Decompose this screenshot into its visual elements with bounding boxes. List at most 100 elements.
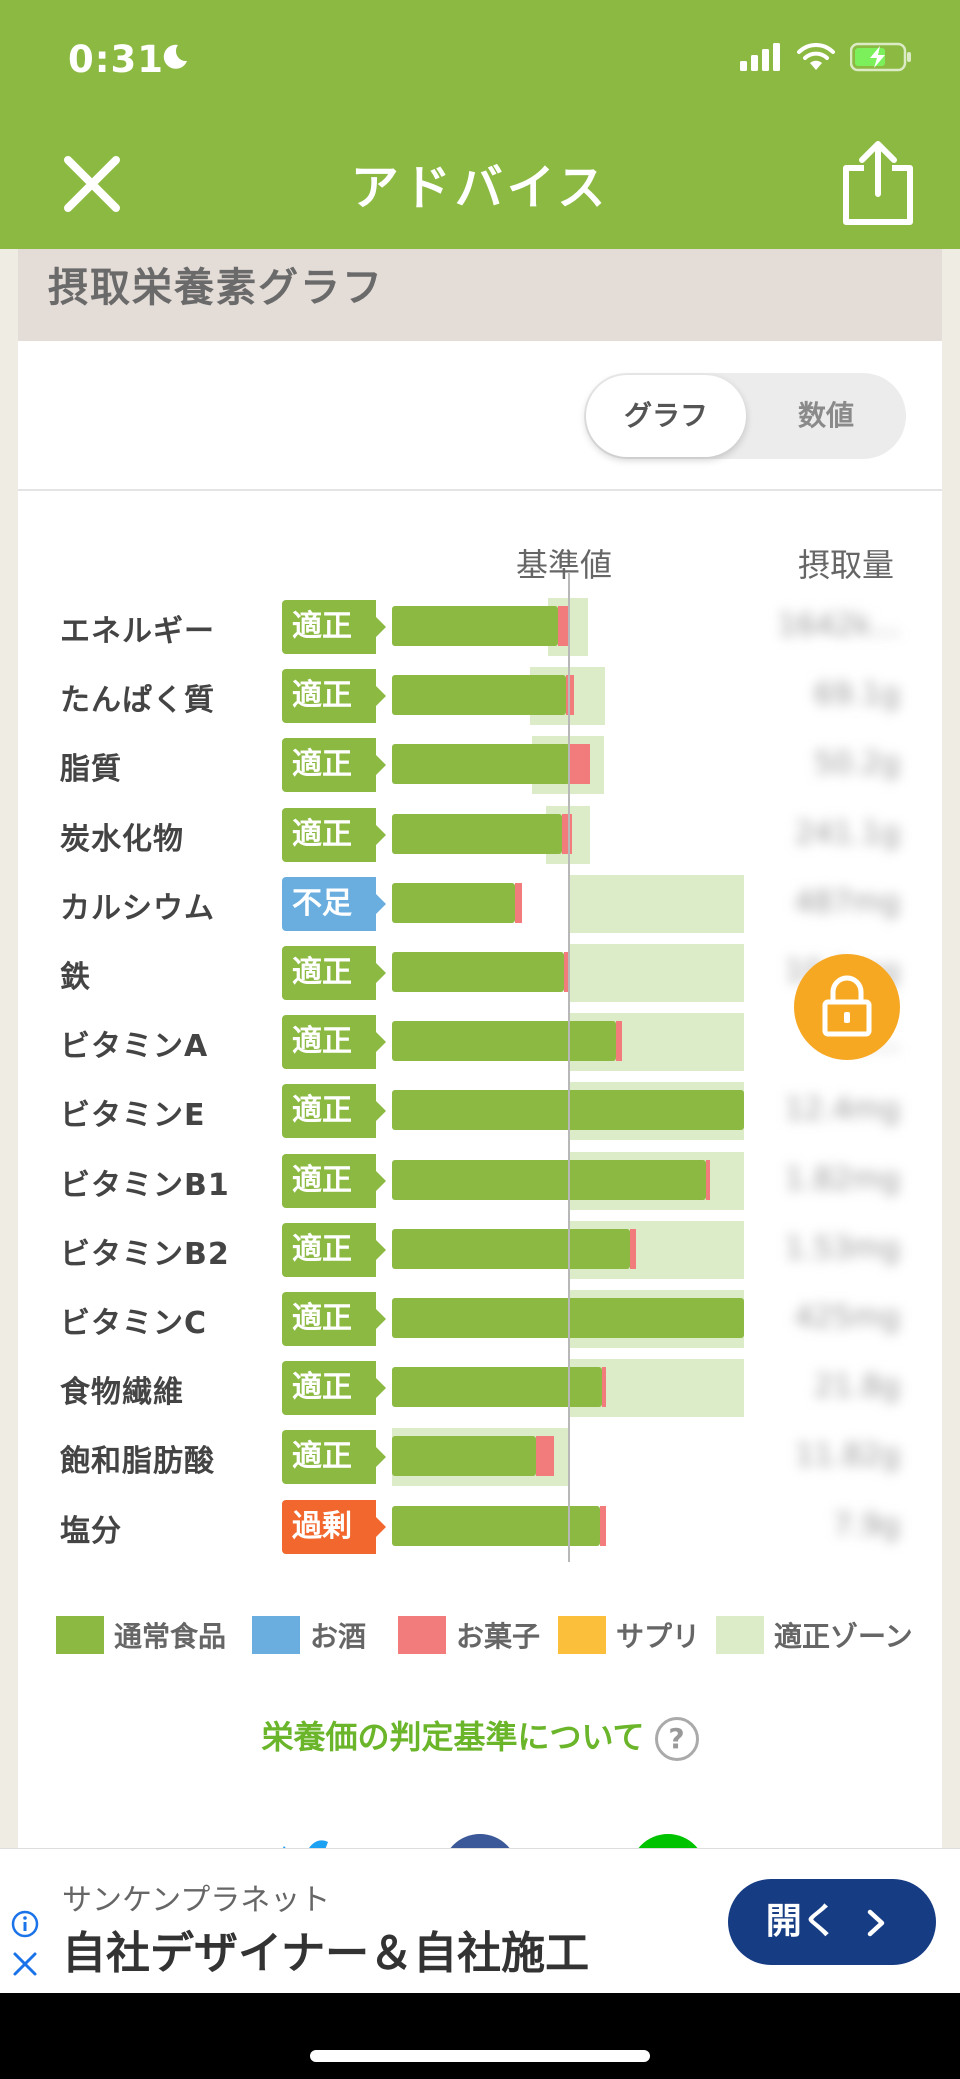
legend-label: 通常食品: [114, 1620, 227, 1653]
legend-label: お菓子: [456, 1620, 541, 1653]
ad-open-label: 開く: [765, 1901, 838, 1942]
snack-bar: [564, 952, 568, 992]
nutrient-name: ビタミンE: [60, 1098, 206, 1134]
intake-bar: [392, 1159, 706, 1200]
intake-value: 487mg: [794, 884, 900, 920]
nutrient-name: ビタミンA: [60, 1029, 209, 1065]
nutrient-card: 摂取栄養素グラフ グラフ 数値: [18, 249, 942, 1849]
intake-bar: [392, 675, 566, 716]
legend-swatch: [398, 1616, 446, 1654]
info-icon[interactable]: [10, 1909, 40, 1939]
nutrient-name: 脂質: [60, 752, 122, 788]
reference-line: [568, 572, 570, 1562]
intake-value: 12.4mg: [784, 1092, 900, 1128]
legend-label: お酒: [310, 1620, 367, 1653]
status-badge: 適正: [282, 1222, 386, 1277]
legend-swatch: [56, 1616, 104, 1654]
status-badge: 適正: [282, 669, 386, 724]
legend-item: 通常食品: [56, 1615, 226, 1655]
intake-bar: [392, 1021, 616, 1062]
lock-button[interactable]: [794, 954, 900, 1060]
nutrient-name: 塩分: [60, 1513, 122, 1549]
intake-value: 11.82g: [795, 1438, 900, 1474]
ad-close-icon[interactable]: [10, 1949, 40, 1979]
criteria-link[interactable]: 栄養価の判定基準について?: [0, 1712, 960, 1761]
nutrient-name: 炭水化物: [60, 821, 184, 857]
status-icons: [740, 42, 912, 72]
section-title: 摂取栄養素グラフ: [48, 265, 384, 311]
intake-value: 241.1g: [795, 815, 900, 851]
ad-title: 自社デザイナー＆自社施工: [62, 1928, 590, 1979]
optimal-zone: [570, 874, 744, 933]
chevron-right-icon: [868, 1909, 885, 1937]
intake-value: 7.9g: [833, 1507, 900, 1543]
intake-value: 50.2g: [814, 746, 900, 782]
toggle-graph[interactable]: グラフ: [586, 375, 746, 457]
intake-bar: [392, 1436, 536, 1477]
legend-swatch: [558, 1616, 606, 1654]
nutrient-name: 食物繊維: [60, 1375, 184, 1411]
battery-charging-icon: [850, 42, 911, 72]
snack-bar: [558, 606, 568, 646]
ad-sponsor: サンケンプラネット: [62, 1883, 331, 1918]
signal-icon: [740, 43, 780, 71]
legend-label: サプリ: [616, 1620, 701, 1653]
bottom-bar: [0, 1993, 960, 2079]
close-icon[interactable]: [60, 152, 124, 216]
legend-swatch: [716, 1616, 764, 1654]
status-badge: 適正: [282, 1361, 386, 1416]
snack-bar: [600, 1505, 606, 1546]
share-icon[interactable]: [840, 138, 916, 228]
home-indicator[interactable]: [310, 2050, 650, 2062]
intake-value: 1.53mg: [784, 1230, 900, 1266]
status-badge: 適正: [282, 600, 386, 654]
nutrient-name: ビタミンB1: [60, 1167, 230, 1203]
status-badge: 適正: [282, 807, 386, 862]
legend-swatch: [252, 1616, 300, 1654]
nutrient-name: たんぱく質: [60, 683, 215, 719]
help-icon: ?: [654, 1717, 699, 1761]
intake-value: 1642k...: [777, 608, 900, 643]
status-badge: 過剰: [282, 1499, 386, 1554]
status-badge: 適正: [282, 738, 386, 793]
page-title: アドバイス: [350, 160, 610, 216]
ad-open-button[interactable]: 開く: [728, 1879, 936, 1965]
snack-bar: [630, 1228, 636, 1269]
intake-bar: [392, 952, 564, 992]
view-toggle: グラフ 数値: [584, 373, 906, 459]
status-time: 0:31: [68, 38, 165, 81]
toggle-numeric[interactable]: 数値: [797, 399, 854, 432]
wifi-icon: [797, 42, 835, 70]
snack-bar: [570, 744, 590, 785]
snack-bar: [706, 1159, 710, 1200]
intake-bar: [392, 882, 515, 923]
snack-bar: [536, 1436, 554, 1477]
intake-value: 21.8g: [814, 1369, 900, 1405]
app-header: 0:31 アドバイス: [0, 0, 960, 249]
ad-banner[interactable]: サンケンプラネット 自社デザイナー＆自社施工 開く: [0, 1848, 960, 1993]
section-header: 摂取栄養素グラフ: [18, 249, 942, 341]
legend-item: お酒: [252, 1615, 366, 1655]
intake-value: 1.82mg: [784, 1161, 900, 1197]
snack-bar: [602, 1367, 606, 1408]
legend-label: 適正ゾーン: [774, 1620, 913, 1653]
status-badge: 適正: [282, 1015, 386, 1070]
nutrient-name: 飽和脂肪酸: [60, 1444, 215, 1480]
intake-bar: [392, 1228, 630, 1269]
intake-value: 69.1g: [814, 677, 900, 713]
intake-bar: [392, 813, 562, 854]
status-badge: 適正: [282, 1153, 386, 1208]
status-badge: 適正: [282, 1292, 386, 1346]
lock-icon: [822, 975, 872, 1037]
optimal-zone: [570, 944, 744, 1002]
intake-bar: [392, 1505, 600, 1546]
intake-bar: [392, 1367, 602, 1408]
status-badge: 適正: [282, 1430, 386, 1485]
intake-bar: [392, 606, 558, 646]
status-badge: 不足: [282, 876, 386, 931]
legend-item: 適正ゾーン: [716, 1615, 913, 1655]
intake-bar: [392, 744, 570, 785]
snack-bar: [562, 813, 572, 854]
nutrient-name: ビタミンC: [60, 1306, 208, 1341]
moon-icon: [163, 44, 187, 69]
